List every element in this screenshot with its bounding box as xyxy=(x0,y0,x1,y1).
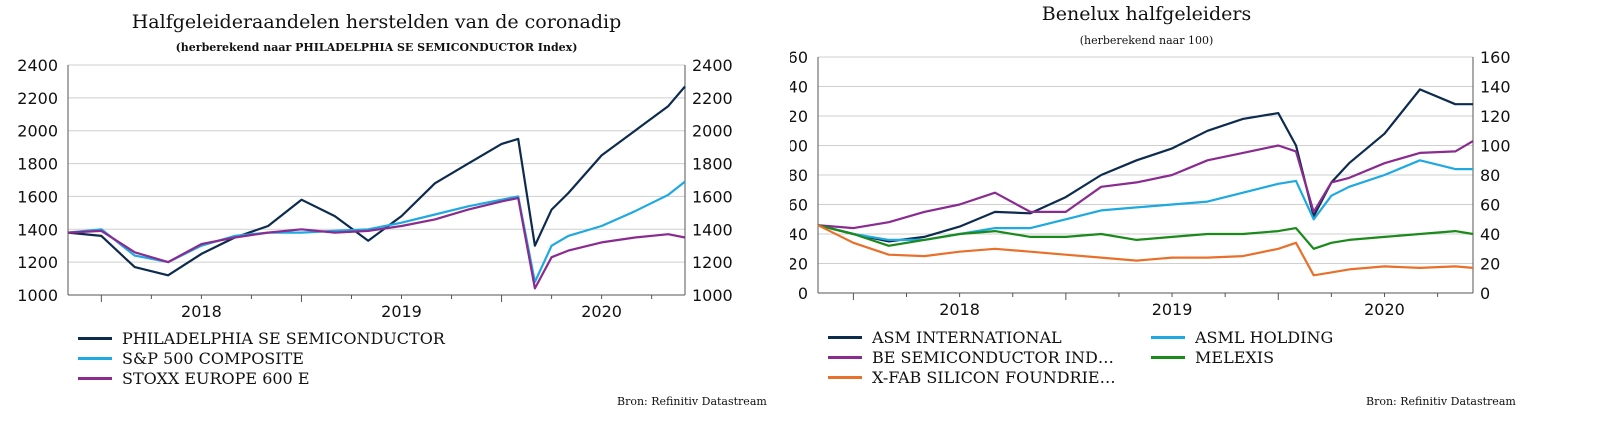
y-tick-label-right: 1000 xyxy=(692,286,733,305)
y-tick-label-left: 1000 xyxy=(17,286,58,305)
legend-label: S&P 500 COMPOSITE xyxy=(122,349,304,368)
line-chart: 1000 1000 1200 1200 1400 1400 1600 1600 1800 1800… xyxy=(17,56,733,320)
y-tick-label-left: 140 xyxy=(790,78,808,97)
y-tick-label-left: 1600 xyxy=(17,187,58,206)
chart-title: Benelux halfgeleiders xyxy=(1041,3,1252,25)
y-tick-label-right: 1800 xyxy=(692,155,733,174)
y-tick-label-right: 0 xyxy=(1480,284,1490,303)
legend-swatch xyxy=(828,336,862,339)
y-tick-label-right: 2000 xyxy=(692,122,733,141)
legend-item: BE SEMICONDUCTOR IND… xyxy=(828,348,1114,367)
chart-panel-left: Halfgeleideraandelen herstelden van de c… xyxy=(0,0,790,446)
legend-swatch xyxy=(828,356,862,359)
legend-item: ASM INTERNATIONAL xyxy=(828,328,1062,347)
series-line xyxy=(67,85,686,277)
legend-label: ASML HOLDING xyxy=(1195,328,1334,347)
y-tick-label-left: 160 xyxy=(790,48,808,67)
source-note: Bron: Refinitiv Datastream xyxy=(1366,395,1516,408)
series-line xyxy=(817,224,1474,250)
chart-legend: ASM INTERNATIONAL ASML HOLDING BE SEMICO… xyxy=(828,328,1528,398)
y-tick-label-left: 2400 xyxy=(17,56,58,75)
legend-swatch xyxy=(78,357,112,360)
series-line xyxy=(67,197,686,290)
y-tick-label-left: 1200 xyxy=(17,253,58,272)
y-tick-label-right: 1400 xyxy=(692,220,733,239)
legend-swatch xyxy=(78,377,112,380)
y-tick-label-right: 140 xyxy=(1480,78,1511,97)
series-line xyxy=(817,140,1474,230)
legend-swatch xyxy=(828,376,862,379)
series-line xyxy=(817,159,1473,241)
legend-item: STOXX EUROPE 600 E xyxy=(78,369,310,388)
legend-swatch xyxy=(1151,336,1185,339)
y-tick-label-right: 120 xyxy=(1480,107,1511,126)
chart-subtitle: (herberekend naar PHILADELPHIA SE SEMICO… xyxy=(175,41,578,54)
y-tick-label-left: 20 xyxy=(790,255,808,274)
legend-swatch xyxy=(1151,356,1185,359)
y-tick-label-left: 1400 xyxy=(17,220,58,239)
series-line xyxy=(817,88,1473,243)
chart-panel-right: Benelux halfgeleiders (herberekend naar … xyxy=(790,0,1621,446)
legend-label: BE SEMICONDUCTOR IND… xyxy=(872,348,1114,367)
y-tick-label-left: 2200 xyxy=(17,89,58,108)
y-tick-label-right: 1200 xyxy=(692,253,733,272)
y-tick-label-left: 40 xyxy=(790,225,808,244)
x-tick-label: 2019 xyxy=(381,302,422,320)
line-chart: 0020204040606080801001001201201401401601… xyxy=(790,48,1511,319)
chart-title: Halfgeleideraandelen herstelden van de c… xyxy=(131,11,622,33)
source-note: Bron: Refinitiv Datastream xyxy=(617,395,767,408)
y-tick-label-left: 80 xyxy=(790,166,808,185)
x-tick-label: 2020 xyxy=(1364,300,1405,319)
y-tick-label-right: 60 xyxy=(1480,196,1500,215)
y-tick-label-right: 100 xyxy=(1480,137,1511,156)
x-tick-label: 2020 xyxy=(581,302,622,320)
y-tick-label-right: 1600 xyxy=(692,187,733,206)
chart-subtitle: (herberekend naar 100) xyxy=(1079,34,1214,47)
legend-item: ASML HOLDING xyxy=(1151,328,1333,347)
y-tick-label-right: 160 xyxy=(1480,48,1511,67)
y-tick-label-left: 1800 xyxy=(17,155,58,174)
x-tick-label: 2018 xyxy=(939,300,980,319)
legend-label: X-FAB SILICON FOUNDRIE… xyxy=(872,368,1116,387)
x-tick-label: 2018 xyxy=(181,302,222,320)
y-tick-label-right: 40 xyxy=(1480,225,1500,244)
y-tick-label-right: 2200 xyxy=(692,89,733,108)
y-tick-label-right: 2400 xyxy=(692,56,733,75)
legend-item: S&P 500 COMPOSITE xyxy=(78,349,304,368)
y-tick-label-left: 2000 xyxy=(17,122,58,141)
legend-item: PHILADELPHIA SE SEMICONDUCTOR xyxy=(78,329,445,348)
series-line xyxy=(817,224,1474,277)
x-tick-label: 2019 xyxy=(1152,300,1193,319)
y-tick-label-left: 60 xyxy=(790,196,808,215)
y-tick-label-left: 100 xyxy=(790,137,808,156)
y-tick-label-left: 120 xyxy=(790,107,808,126)
legend-label: ASM INTERNATIONAL xyxy=(872,328,1062,347)
chart-legend: PHILADELPHIA SE SEMICONDUCTOR S&P 500 CO… xyxy=(78,329,678,399)
legend-swatch xyxy=(78,337,112,340)
y-tick-label-right: 20 xyxy=(1480,255,1500,274)
legend-label: PHILADELPHIA SE SEMICONDUCTOR xyxy=(122,329,445,348)
y-tick-label-right: 80 xyxy=(1480,166,1500,185)
legend-label: MELEXIS xyxy=(1195,348,1275,367)
legend-label: STOXX EUROPE 600 E xyxy=(122,369,310,388)
legend-item: MELEXIS xyxy=(1151,348,1274,367)
legend-item: X-FAB SILICON FOUNDRIE… xyxy=(828,368,1116,387)
y-tick-label-left: 0 xyxy=(798,284,808,303)
